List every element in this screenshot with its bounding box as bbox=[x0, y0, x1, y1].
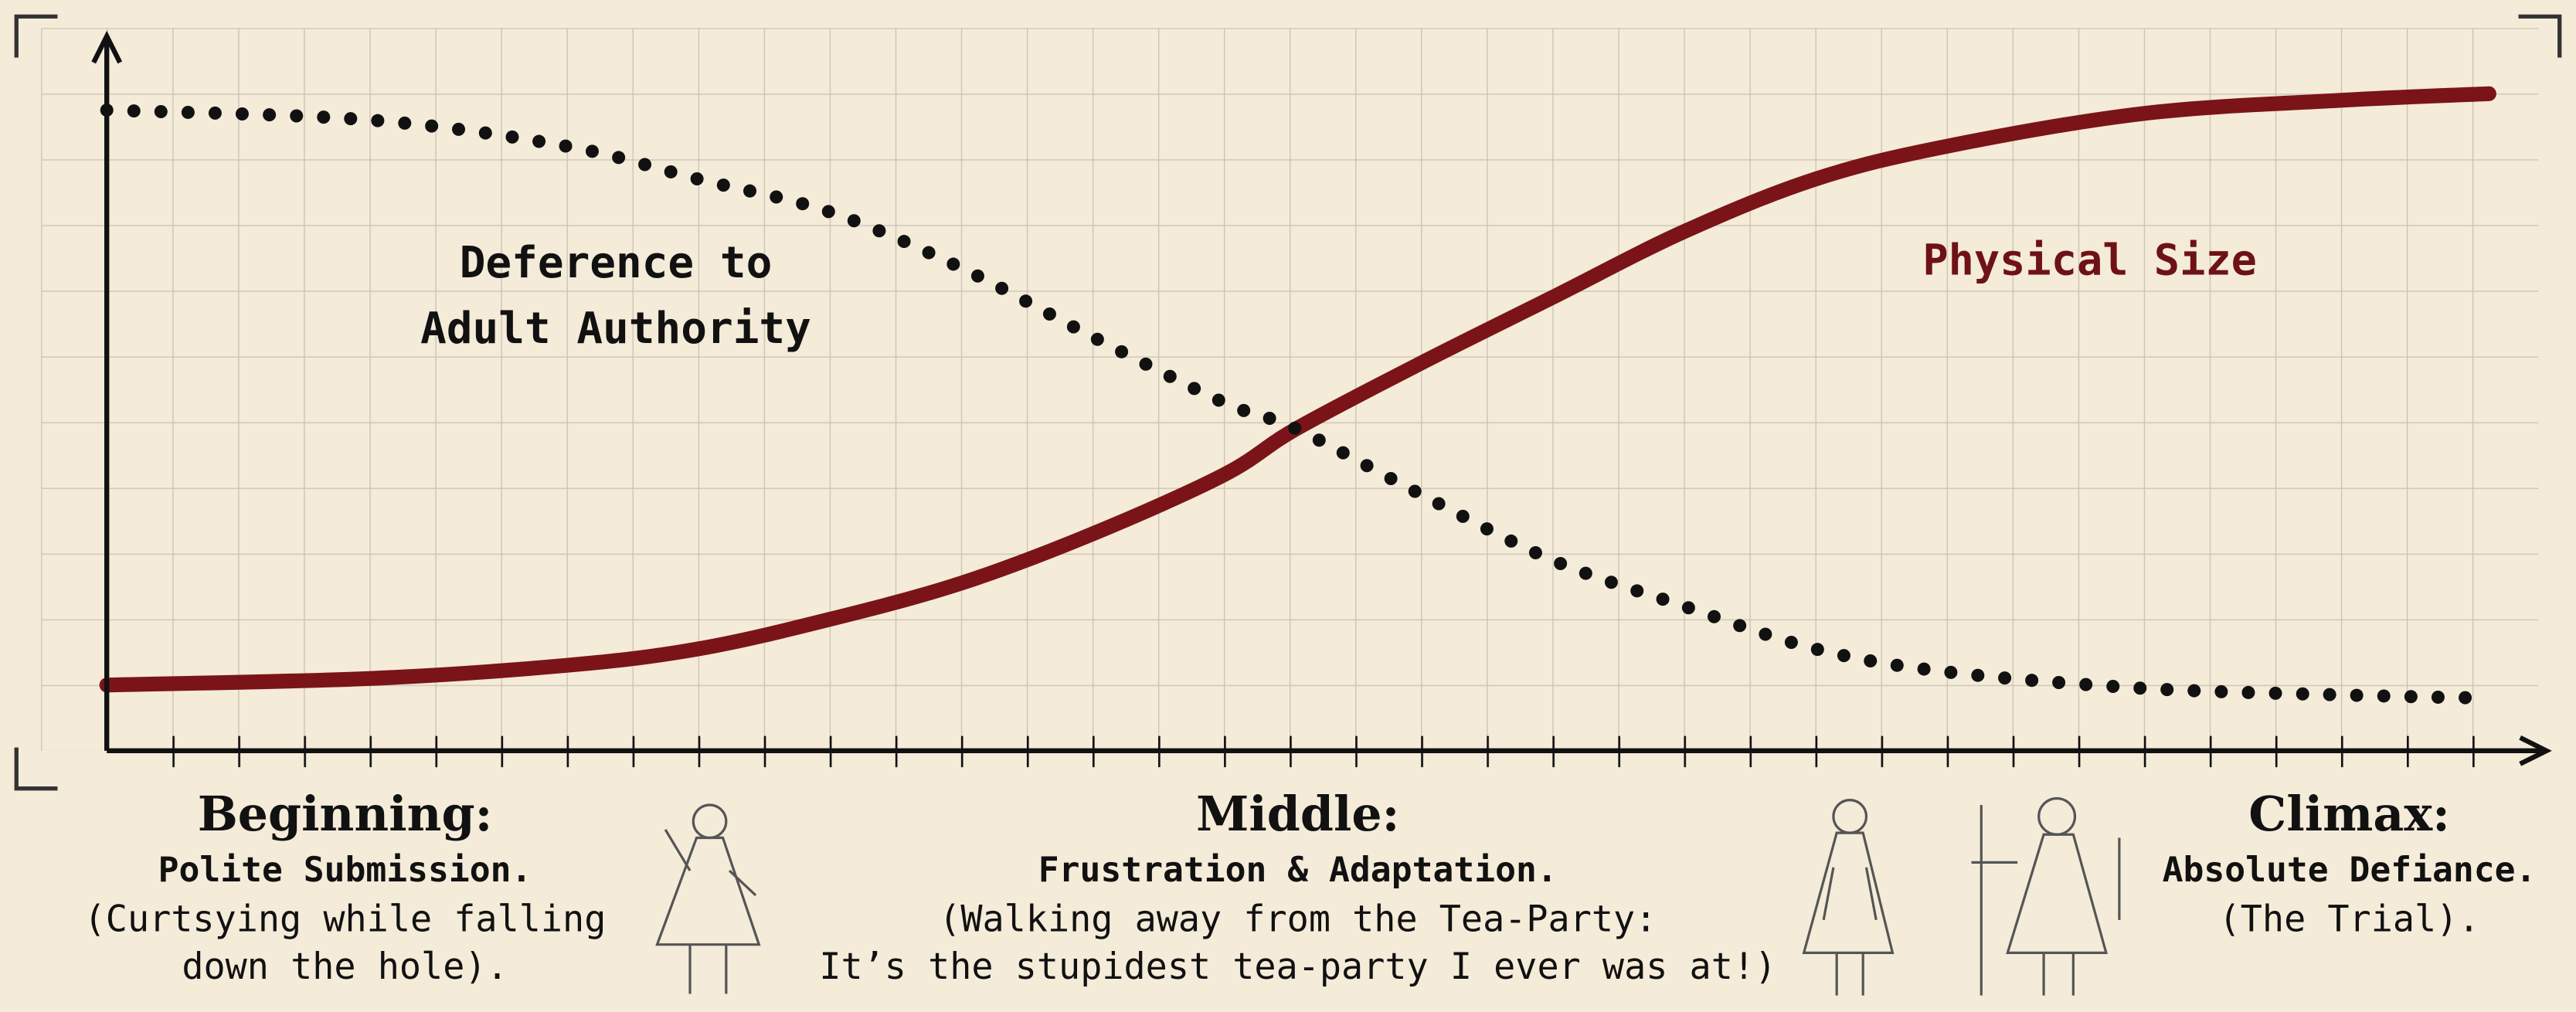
axes bbox=[91, 30, 2552, 766]
corner-brackets bbox=[14, 14, 2562, 791]
caption-line: (Curtsying while falling bbox=[84, 898, 607, 940]
series-line bbox=[100, 104, 2496, 705]
caption-line: It’s the stupidest tea-party I ever was … bbox=[819, 946, 1776, 988]
caption-line: (Walking away from the Tea-Party: bbox=[939, 898, 1657, 940]
caption-heading: Climax: bbox=[2248, 786, 2450, 842]
caption-heading: Middle: bbox=[1196, 786, 1399, 842]
series-label: Physical Size bbox=[1922, 236, 2257, 285]
caption-subtitle: Absolute Defiance. bbox=[2163, 850, 2537, 890]
caption-line: (The Trial). bbox=[2219, 898, 2480, 940]
grid bbox=[41, 28, 2539, 751]
plot-area bbox=[99, 86, 2496, 705]
series-label: Deference to Adult Authority bbox=[420, 238, 811, 354]
caption-subtitle: Frustration & Adaptation. bbox=[1038, 850, 1558, 890]
illustrations bbox=[655, 796, 2121, 996]
caption-heading: Beginning: bbox=[198, 786, 493, 842]
caption-subtitle: Polite Submission. bbox=[158, 850, 532, 890]
caption-line: down the hole). bbox=[182, 946, 508, 988]
captions: Beginning: Polite Submission. (Curtsying w… bbox=[84, 786, 2537, 988]
